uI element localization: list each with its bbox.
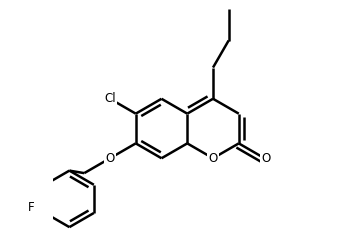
Text: Cl: Cl [104, 92, 116, 105]
Text: O: O [261, 152, 270, 166]
Text: O: O [208, 152, 218, 165]
Text: F: F [28, 201, 34, 214]
Text: O: O [105, 152, 115, 165]
